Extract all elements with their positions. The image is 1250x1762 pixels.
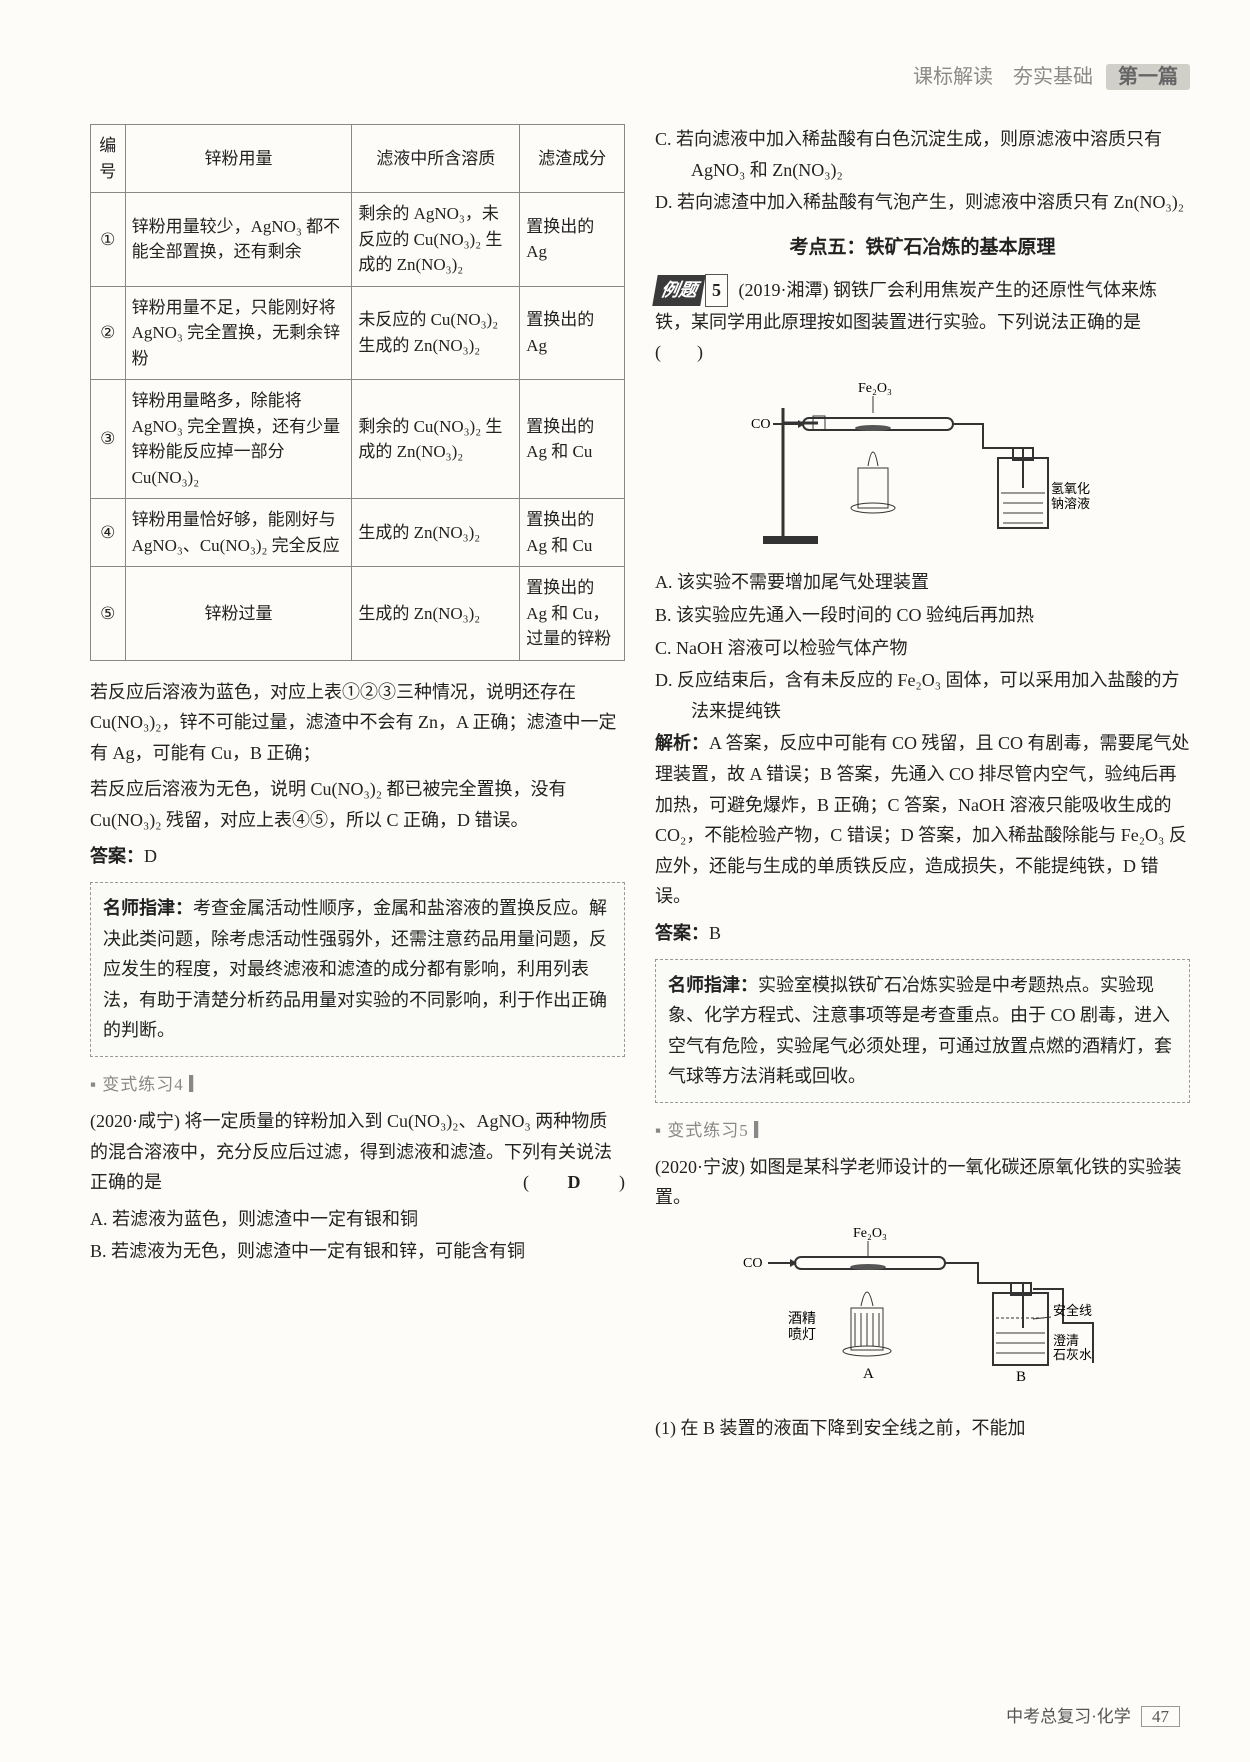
- cell: 生成的 Zn(NO₃)₂: [352, 499, 520, 567]
- cell: 生成的 Zn(NO₃)₂: [352, 567, 520, 661]
- variant-label: 变式练习5: [667, 1121, 749, 1140]
- cell: 置换出的 Ag 和 Cu: [520, 380, 625, 499]
- cell: 置换出的 Ag 和 Cu: [520, 499, 625, 567]
- ex5-option-d: D. 反应结束后，含有未反应的 Fe₂O₃ 固体，可以采用加入盐酸的方法来提纯铁: [655, 665, 1190, 726]
- svg-text:钠溶液: 钠溶液: [1051, 496, 1090, 511]
- co-label: CO: [743, 1256, 762, 1271]
- answer-label: 答案：: [90, 846, 144, 866]
- naoh-label: 氢氧化: [1051, 481, 1090, 496]
- ex5-option-a: A. 该实验不需要增加尾气处理装置: [655, 567, 1190, 598]
- tip-text: 考查金属活动性顺序，金属和盐溶液的置换反应。解决此类问题，除考虑活动性强弱外，还…: [103, 898, 607, 1040]
- a-label: A: [863, 1366, 874, 1382]
- svg-text:喷灯: 喷灯: [788, 1327, 816, 1343]
- ex5-option-b: B. 该实验应先通入一段时间的 CO 验纯后再加热: [655, 600, 1190, 631]
- ex5-analysis: 解析：A 答案，反应中可能有 CO 残留，且 CO 有剧毒，需要尾气处理装置，故…: [655, 728, 1190, 912]
- variant-label: 变式练习4: [102, 1075, 184, 1094]
- ex4-answer: D: [547, 1167, 601, 1198]
- option-c: C. 若向滤液中加入稀盐酸有白色沉淀生成，则原滤液中溶质只有 AgNO₃ 和 Z…: [655, 124, 1190, 185]
- part-badge: 第一篇: [1106, 64, 1190, 90]
- variant-exercise-5-heading: 变式练习5: [655, 1117, 1190, 1146]
- page: 课标解读 夯实基础 第一篇 编号 锌粉用量 滤液中所含溶质 滤渣成分 ① 锌: [0, 0, 1250, 1762]
- two-column-layout: 编号 锌粉用量 滤液中所含溶质 滤渣成分 ① 锌粉用量较少，AgNO₃ 都不能全…: [90, 124, 1190, 1449]
- analysis-text: 若反应后溶液为无色，说明 Cu(NO₃)₂ 都已被完全置换，没有 Cu(NO₃)…: [90, 774, 625, 835]
- series-title: 中考总复习·化学: [1006, 1707, 1131, 1726]
- ex5v-sub1: (1) 在 B 装置的液面下降到安全线之前，不能加: [655, 1413, 1190, 1444]
- ex5-option-c: C. NaOH 溶液可以检验气体产物: [655, 633, 1190, 664]
- cell: 置换出的 Ag: [520, 193, 625, 287]
- table-row: ④ 锌粉用量恰好够，能刚好与 AgNO₃、Cu(NO₃)₂ 完全反应 生成的 Z…: [91, 499, 625, 567]
- cell: ③: [91, 380, 126, 499]
- example-number: 5: [705, 274, 728, 307]
- teacher-tip-box: 名师指津：实验室模拟铁矿石冶炼实验是中考题热点。实验现象、化学方程式、注意事项等…: [655, 959, 1190, 1103]
- ex5v-question: (2020·宁波) 如图是某科学老师设计的一氧化碳还原氧化铁的实验装置。: [655, 1152, 1190, 1213]
- cell: ①: [91, 193, 126, 287]
- table-header-row: 编号 锌粉用量 滤液中所含溶质 滤渣成分: [91, 125, 625, 193]
- table-row: ③ 锌粉用量略多，除能将 AgNO₃ 完全置换，还有少量锌粉能反应掉一部分 Cu…: [91, 380, 625, 499]
- option-a: A. 若滤液为蓝色，则滤渣中一定有银和铜: [90, 1204, 625, 1235]
- table-row: ⑤ 锌粉过量 生成的 Zn(NO₃)₂ 置换出的 Ag 和 Cu，过量的锌粉: [91, 567, 625, 661]
- page-number: 47: [1141, 1706, 1180, 1727]
- analysis-label: 解析：: [655, 733, 709, 753]
- co-label: CO: [751, 417, 770, 432]
- co-reduction-diagram: Fe₂O₃ CO: [655, 378, 1190, 558]
- teacher-tip-box: 名师指津：考查金属活动性顺序，金属和盐溶液的置换反应。解决此类问题，除考虑活动性…: [90, 882, 625, 1057]
- left-column: 编号 锌粉用量 滤液中所含溶质 滤渣成分 ① 锌粉用量较少，AgNO₃ 都不能全…: [90, 124, 625, 1449]
- cell: 锌粉用量较少，AgNO₃ 都不能全部置换，还有剩余: [125, 193, 352, 287]
- answer-value: D: [144, 846, 157, 866]
- tip-label: 名师指津：: [103, 898, 193, 918]
- table-row: ① 锌粉用量较少，AgNO₃ 都不能全部置换，还有剩余 剩余的 AgNO₃，未反…: [91, 193, 625, 287]
- example-5-question: 例题5 (2019·湘潭) 钢铁厂会利用焦炭产生的还原性气体来炼铁，某同学用此原…: [655, 274, 1190, 368]
- answer-label: 答案：: [655, 923, 709, 943]
- answer-line: 答案：D: [90, 841, 625, 872]
- option-b: B. 若滤液为无色，则滤渣中一定有银和锌，可能含有铜: [90, 1236, 625, 1267]
- col-header: 滤液中所含溶质: [352, 125, 520, 193]
- cell: 置换出的 Ag 和 Cu，过量的锌粉: [520, 567, 625, 661]
- variant-exercise-4-heading: 变式练习4: [90, 1071, 625, 1100]
- lamp-label: 酒精: [788, 1311, 816, 1327]
- fe2o3-label: Fe₂O₃: [853, 1226, 887, 1241]
- cell: ⑤: [91, 567, 126, 661]
- analysis-text: 若反应后溶液为蓝色，对应上表①②③三种情况，说明还存在 Cu(NO₃)₂，锌不可…: [90, 677, 625, 769]
- cell: 剩余的 Cu(NO₃)₂ 生成的 Zn(NO₃)₂: [352, 380, 520, 499]
- cell: 锌粉用量不足，只能刚好将 AgNO₃ 完全置换，无剩余锌粉: [125, 286, 352, 380]
- option-d: D. 若向滤渣中加入稀盐酸有气泡产生，则滤液中溶质只有 Zn(NO₃)₂: [655, 187, 1190, 218]
- lime-label: 澄清: [1053, 1333, 1079, 1348]
- analysis-text: A 答案，反应中可能有 CO 残留，且 CO 有剧毒，需要尾气处理装置，故 A …: [655, 733, 1190, 906]
- col-header: 滤渣成分: [520, 125, 625, 193]
- table-row: ② 锌粉用量不足，只能刚好将 AgNO₃ 完全置换，无剩余锌粉 未反应的 Cu(…: [91, 286, 625, 380]
- cell: ②: [91, 286, 126, 380]
- right-column: C. 若向滤液中加入稀盐酸有白色沉淀生成，则原滤液中溶质只有 AgNO₃ 和 Z…: [655, 124, 1190, 1449]
- ex5-answer-line: 答案：B: [655, 918, 1190, 949]
- fe2o3-label: Fe₂O₃: [858, 381, 892, 396]
- tip-label: 名师指津：: [668, 975, 758, 995]
- cell: 剩余的 AgNO₃，未反应的 Cu(NO₃)₂ 生成的 Zn(NO₃)₂: [352, 193, 520, 287]
- cell: 锌粉用量略多，除能将 AgNO₃ 完全置换，还有少量锌粉能反应掉一部分 Cu(N…: [125, 380, 352, 499]
- example-label: 例题: [652, 275, 705, 306]
- breadcrumb: 课标解读 夯实基础: [913, 66, 1093, 88]
- co-reduction-diagram-2: Fe₂O₃ CO 酒精 喷灯 A: [655, 1223, 1190, 1403]
- col-header: 编号: [91, 125, 126, 193]
- cell: 锌粉用量恰好够，能刚好与 AgNO₃、Cu(NO₃)₂ 完全反应: [125, 499, 352, 567]
- kaodian-5-heading: 考点五：铁矿石冶炼的基本原理: [655, 232, 1190, 264]
- cell: ④: [91, 499, 126, 567]
- cell: 置换出的 Ag: [520, 286, 625, 380]
- question-text: (2019·湘潭) 钢铁厂会利用焦炭产生的还原性气体来炼铁，某同学用此原理按如图…: [655, 280, 1213, 362]
- cell: 未反应的 Cu(NO₃)₂ 生成的 Zn(NO₃)₂: [352, 286, 520, 380]
- page-header: 课标解读 夯实基础 第一篇: [90, 60, 1190, 94]
- col-header: 锌粉用量: [125, 125, 352, 193]
- svg-text:石灰水: 石灰水: [1053, 1347, 1092, 1362]
- ex4-question: (2020·咸宁) 将一定质量的锌粉加入到 Cu(NO₃)₂、AgNO₃ 两种物…: [90, 1106, 625, 1198]
- cell: 锌粉过量: [125, 567, 352, 661]
- page-footer: 中考总复习·化学 47: [1006, 1703, 1180, 1732]
- zinc-table: 编号 锌粉用量 滤液中所含溶质 滤渣成分 ① 锌粉用量较少，AgNO₃ 都不能全…: [90, 124, 625, 661]
- b-label: B: [1016, 1369, 1026, 1385]
- answer-value: B: [709, 923, 721, 943]
- safe-label: 安全线: [1053, 1303, 1092, 1318]
